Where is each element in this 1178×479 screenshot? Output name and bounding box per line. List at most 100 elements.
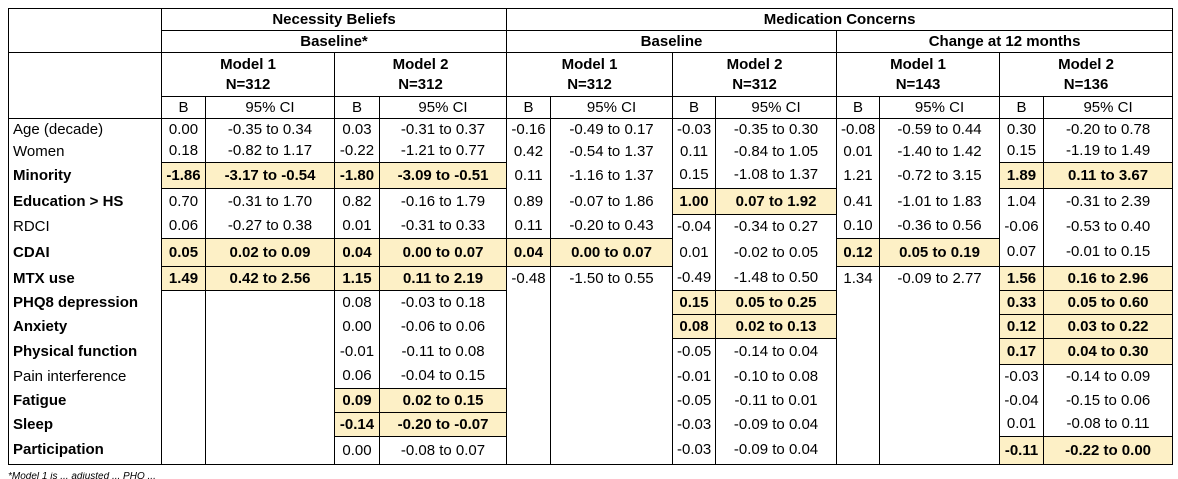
col-ci: 95% CI <box>205 96 335 119</box>
cell-b: 0.07 <box>999 238 1045 267</box>
col-ci: 95% CI <box>879 96 1001 119</box>
cell-ci: -1.01 to 1.83 <box>879 188 1001 215</box>
model-label: Model 2 <box>726 55 783 73</box>
cell-ci: -0.11 to 0.01 <box>715 388 838 413</box>
cell-ci: -1.50 to 0.55 <box>550 266 674 291</box>
cell-b: 0.17 <box>999 338 1045 365</box>
row-label: Age (decade) <box>8 118 162 141</box>
cell-ci: 0.02 to 0.15 <box>379 388 508 413</box>
cell-b: -0.06 <box>999 214 1045 239</box>
cell-b: -0.14 <box>334 412 380 437</box>
cell-ci: 0.04 to 0.30 <box>1043 338 1174 365</box>
cell-ci <box>205 436 335 465</box>
cell-ci: -0.34 to 0.27 <box>715 214 838 239</box>
cell-b: 1.56 <box>999 266 1045 291</box>
cell-ci: -0.59 to 0.44 <box>879 118 1001 141</box>
cell-ci: -1.21 to 0.77 <box>379 140 508 163</box>
cell-b: 0.09 <box>334 388 380 413</box>
cell-ci <box>205 338 335 365</box>
col-b: B <box>999 96 1045 119</box>
cell-ci <box>879 364 1001 389</box>
cell-b: 0.01 <box>334 214 380 239</box>
cell-ci <box>205 364 335 389</box>
cell-ci <box>205 412 335 437</box>
cell-b: 0.06 <box>161 214 206 239</box>
cell-ci: -0.15 to 0.06 <box>1043 388 1174 413</box>
cell-ci: -0.49 to 0.17 <box>550 118 674 141</box>
cell-b: -0.48 <box>506 266 552 291</box>
table-row: RDCI 0.06 -0.27 to 0.38 0.01 -0.31 to 0.33 0.… <box>8 214 1174 239</box>
cell-ci: 0.00 to 0.07 <box>379 238 508 267</box>
cell-b <box>161 338 206 365</box>
corner-cell <box>8 8 162 31</box>
row-label: Fatigue <box>8 388 162 413</box>
row-label: Anxiety <box>8 314 162 339</box>
cell-ci <box>205 290 335 315</box>
cell-b: 0.04 <box>334 238 380 267</box>
results-table: Necessity Beliefs Medication Concerns Ba… <box>8 8 1174 465</box>
cell-b: -0.05 <box>672 338 717 365</box>
model-label: Model 2 <box>1058 55 1114 73</box>
table-row: Physical function -0.01 -0.11 to 0.08 -0.05… <box>8 338 1174 365</box>
cell-b: 0.12 <box>999 314 1045 339</box>
cell-b: 0.00 <box>161 118 206 141</box>
cell-ci: -0.22 to 0.00 <box>1043 436 1174 465</box>
cell-b: 0.01 <box>672 238 717 267</box>
cell-ci: -0.07 to 1.86 <box>550 188 674 215</box>
cell-b: 0.04 <box>506 238 552 267</box>
group-header-concerns: Medication Concerns <box>506 8 1174 31</box>
cell-ci: -0.20 to 0.43 <box>550 214 674 239</box>
cell-ci: -0.31 to 0.37 <box>379 118 508 141</box>
subheader-concerns-change: Change at 12 months <box>836 30 1174 53</box>
row-label: Pain interference <box>8 364 162 389</box>
model-n: N=136 <box>1063 75 1109 93</box>
cell-b <box>161 364 206 389</box>
cell-b: -0.01 <box>672 364 717 389</box>
col-b: B <box>672 96 717 119</box>
cell-b <box>836 290 881 315</box>
cell-b: -0.03 <box>672 436 717 465</box>
cell-ci: -0.11 to 0.08 <box>379 338 508 365</box>
cell-ci: -0.04 to 0.15 <box>379 364 508 389</box>
model-n: N=312 <box>567 75 612 93</box>
cell-b: 0.03 <box>334 118 380 141</box>
row-label: RDCI <box>8 214 162 239</box>
cell-ci: -0.31 to 0.33 <box>379 214 508 239</box>
cell-b: 0.08 <box>334 290 380 315</box>
model-header: Model 2 N=136 <box>999 52 1174 97</box>
cell-b: 0.01 <box>836 140 881 163</box>
model-header: Model 2 N=312 <box>672 52 838 97</box>
table-row: Anxiety 0.00 -0.06 to 0.06 0.08 0.02 to 0.13… <box>8 314 1174 339</box>
row-label: CDAI <box>8 238 162 267</box>
cell-b: 1.15 <box>334 266 380 291</box>
cell-ci: -0.01 to 0.15 <box>1043 238 1174 267</box>
cell-b: 1.89 <box>999 162 1045 189</box>
cell-b: 0.30 <box>999 118 1045 141</box>
corner-cell <box>8 96 162 119</box>
cell-ci: -1.08 to 1.37 <box>715 162 838 189</box>
table-row: Age (decade) 0.00 -0.35 to 0.34 0.03 -0.31 t… <box>8 118 1174 141</box>
cell-b <box>506 436 552 465</box>
cell-b: -0.05 <box>672 388 717 413</box>
model-n: N=312 <box>225 75 271 93</box>
cell-b <box>161 290 206 315</box>
cell-ci: -0.82 to 1.17 <box>205 140 335 163</box>
model-n: N=312 <box>398 75 443 93</box>
col-b: B <box>334 96 380 119</box>
cell-ci <box>879 388 1001 413</box>
col-ci: 95% CI <box>550 96 674 119</box>
cell-b <box>836 436 881 465</box>
row-label: MTX use <box>8 266 162 291</box>
cell-b <box>506 388 552 413</box>
cell-ci: -0.03 to 0.18 <box>379 290 508 315</box>
cell-ci: -0.27 to 0.38 <box>205 214 335 239</box>
cell-ci: -1.19 to 1.49 <box>1043 140 1174 163</box>
cell-ci: 0.00 to 0.07 <box>550 238 674 267</box>
cell-b: -0.08 <box>836 118 881 141</box>
subheader-necessity-baseline: Baseline* <box>161 30 508 53</box>
table-row: Participation 0.00 -0.08 to 0.07 -0.03 -0.09… <box>8 436 1174 465</box>
cell-ci <box>550 412 674 437</box>
cell-ci <box>550 364 674 389</box>
col-b: B <box>836 96 881 119</box>
cell-ci: 0.05 to 0.19 <box>879 238 1001 267</box>
